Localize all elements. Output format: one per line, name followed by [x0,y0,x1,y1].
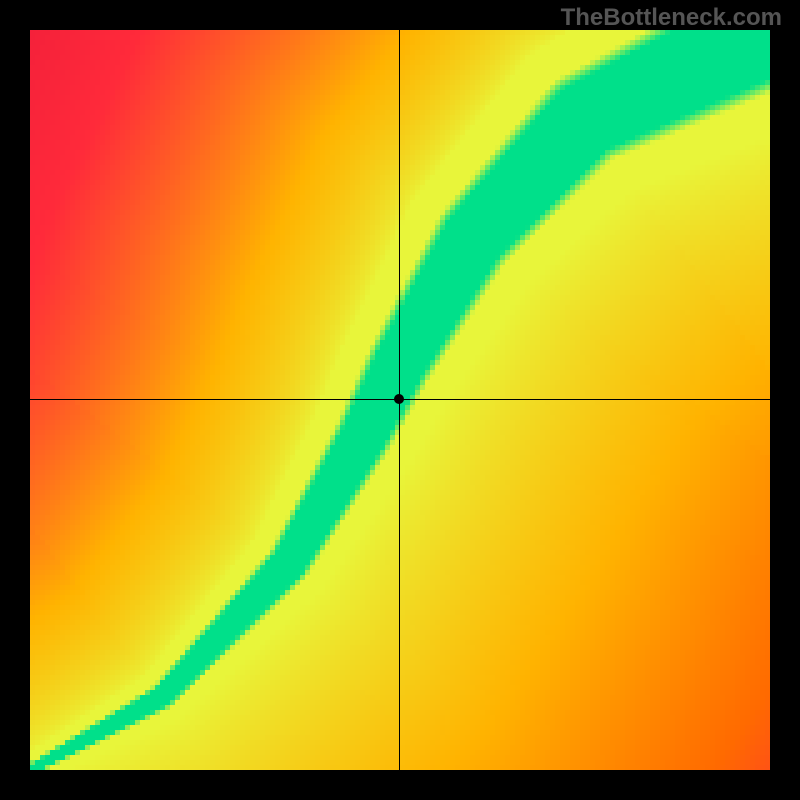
watermark-text: TheBottleneck.com [561,4,782,32]
crosshair-dot [394,394,404,404]
chart-container: TheBottleneck.com [0,0,800,800]
